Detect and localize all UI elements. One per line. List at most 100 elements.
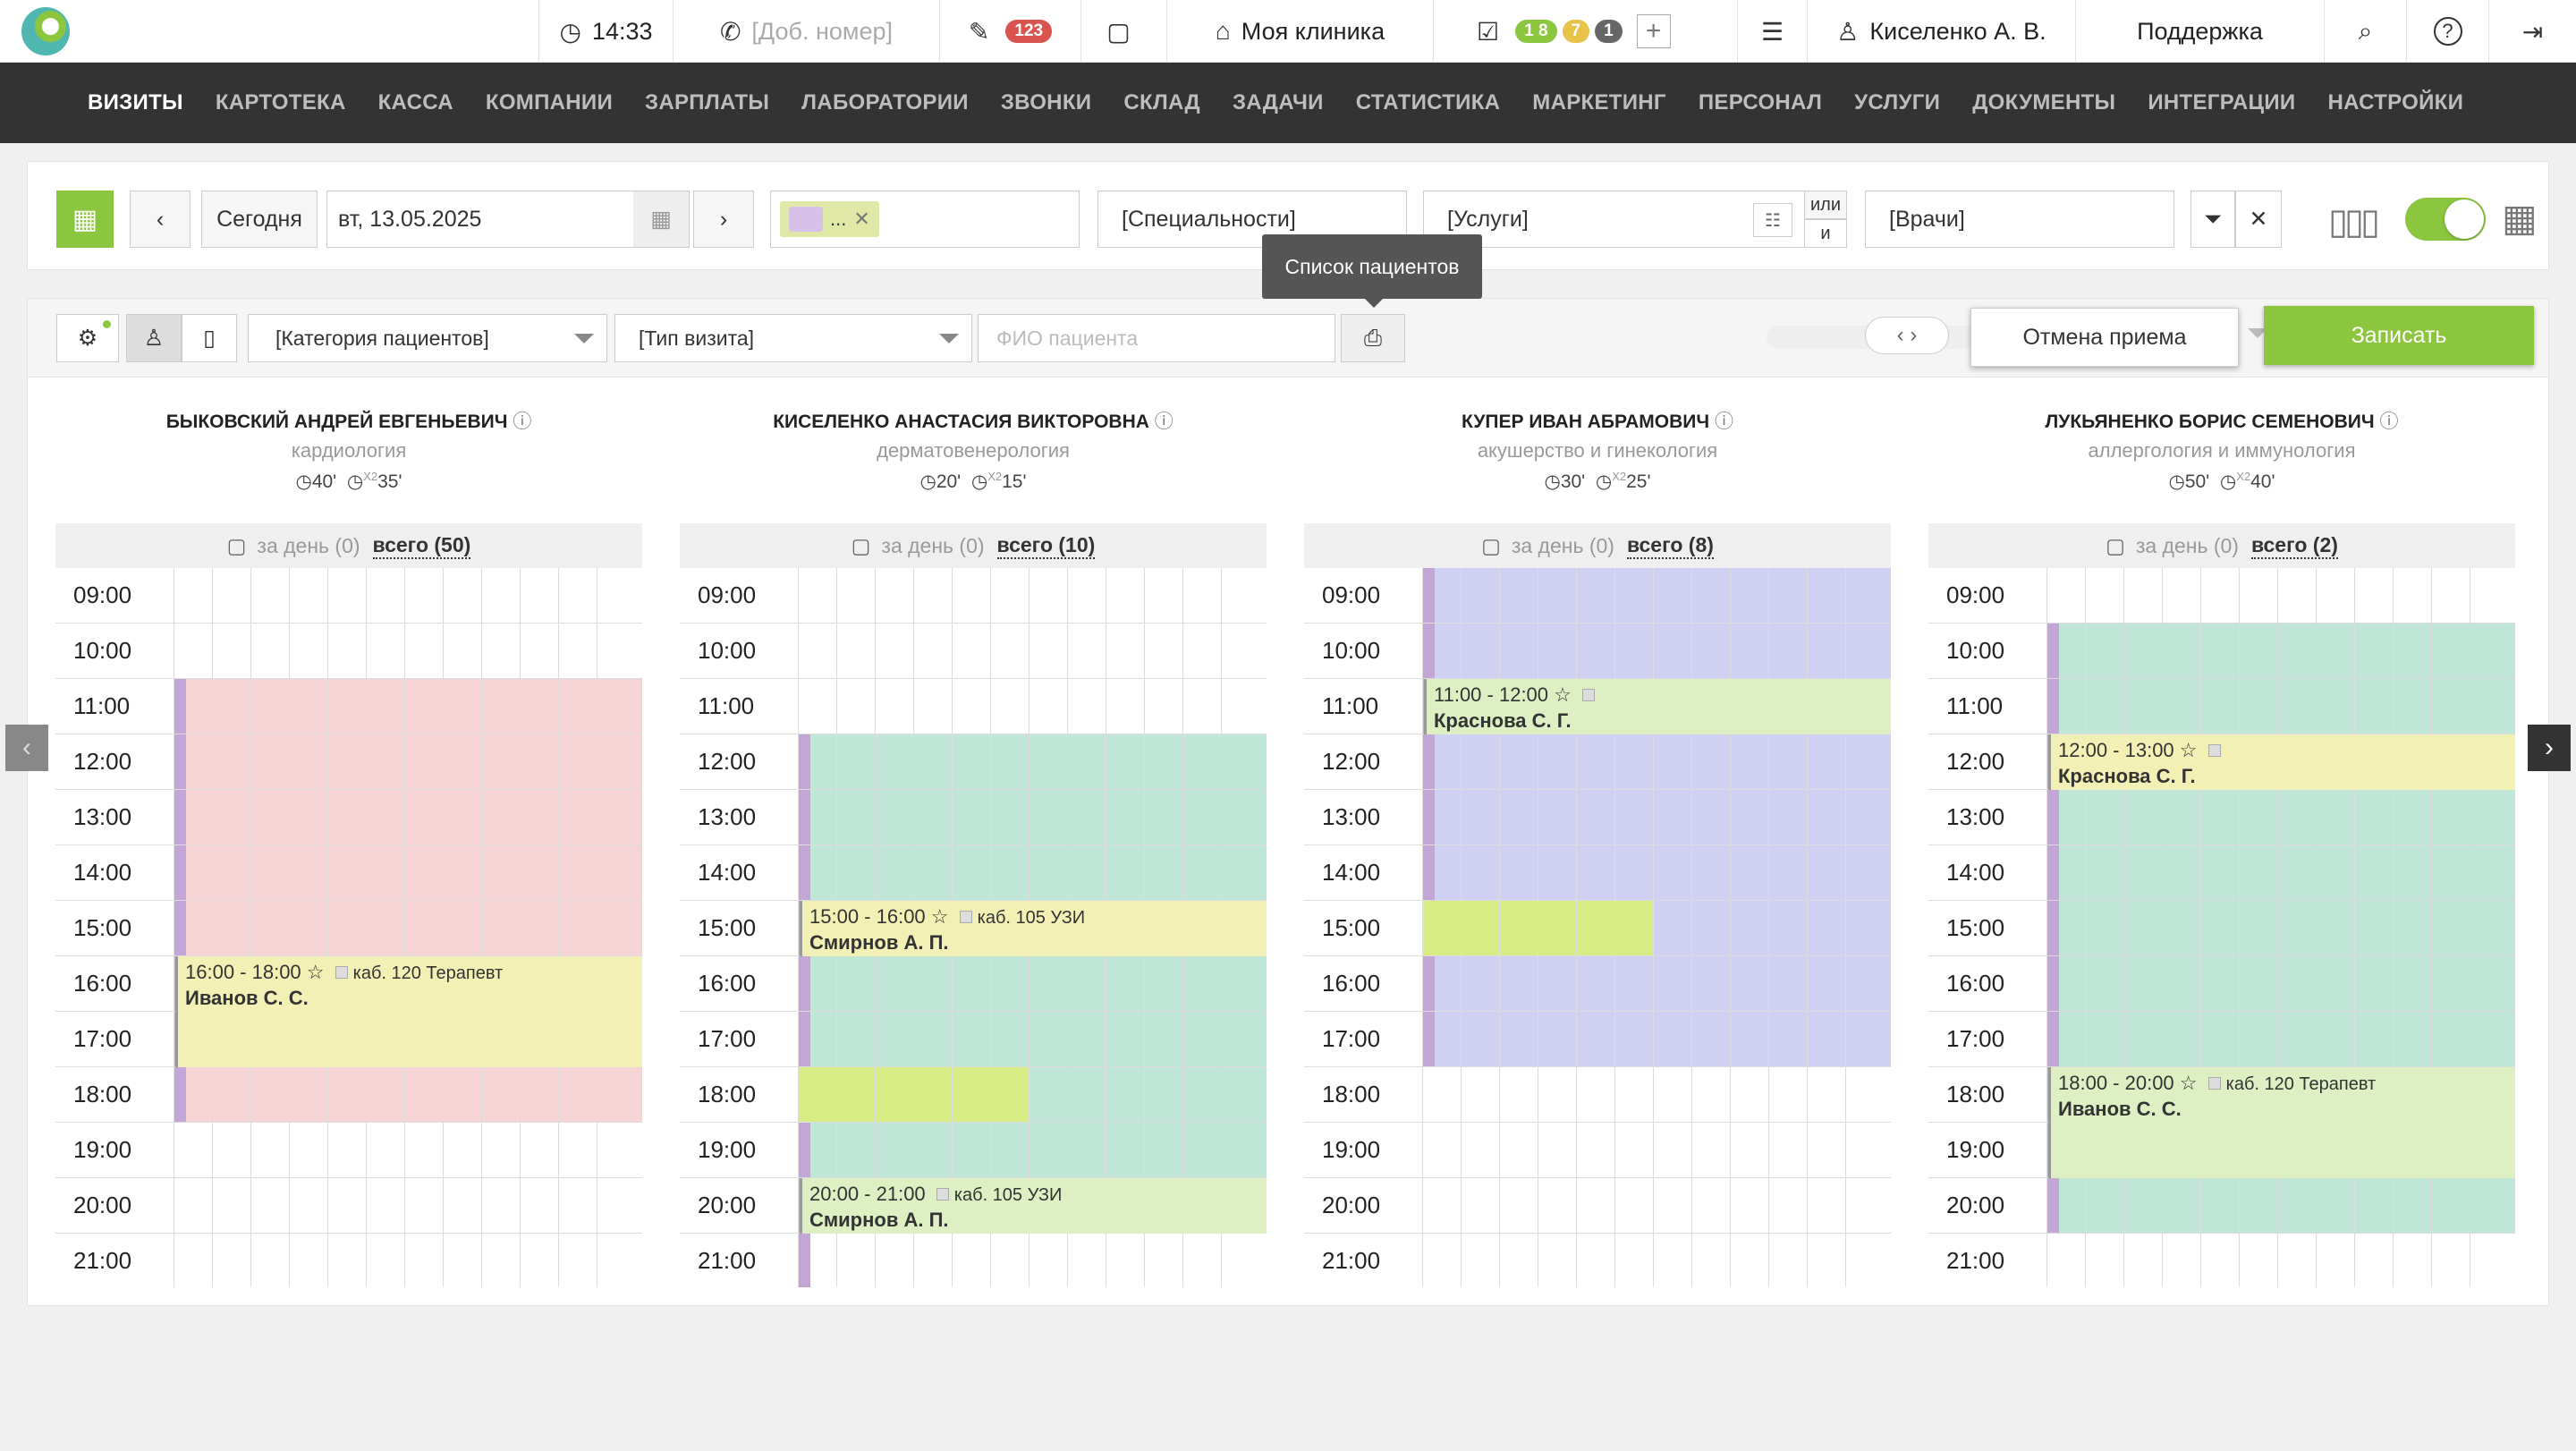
hour-row	[1304, 1067, 1891, 1123]
nav-cash[interactable]: КАССА	[377, 90, 453, 115]
list-button[interactable]: ☰	[1737, 0, 1807, 63]
nav-tasks[interactable]: ЗАДАЧИ	[1232, 90, 1324, 115]
appointment-card[interactable]: 12:00 - 13:00 ☆ Краснова С. Г.	[2048, 734, 2515, 790]
doctor-name[interactable]: БЫКОВСКИЙ АНДРЕЙ ЕВГЕНЬЕВИЧ ⓘ	[165, 412, 532, 432]
date-picker-icon[interactable]: ▦	[633, 191, 689, 247]
tasks-widget[interactable]: ☑ 1 8 7 1 +	[1433, 0, 1737, 63]
add-task-button[interactable]: +	[1636, 14, 1671, 48]
nav-warehouse[interactable]: СКЛАД	[1123, 90, 1200, 115]
nav-labs[interactable]: ЛАБОРАТОРИИ	[801, 90, 969, 115]
services-select[interactable]: [Услуги] ☷	[1423, 191, 1809, 248]
scroll-right-button[interactable]: ›	[2528, 725, 2571, 771]
appointment-card[interactable]: 11:00 - 12:00 ☆ Краснова С. Г.	[1424, 679, 1891, 734]
today-button[interactable]: Сегодня	[201, 191, 318, 248]
calendar-mode-icon[interactable]: ▦	[2502, 197, 2538, 239]
view-toggle[interactable]	[2405, 198, 2486, 241]
hour-row	[1928, 956, 2515, 1012]
note-icon[interactable]: ▢	[2106, 533, 2125, 557]
info-icon[interactable]: ⓘ	[1154, 412, 1174, 432]
notes-button[interactable]: ✎ 123	[939, 0, 1080, 63]
cancel-appointment-button[interactable]: Отмена приема	[1970, 308, 2239, 367]
time-grid[interactable]: 09:00 10:00 11:00 12:00 13:00 14:00 15:00 16:00…	[55, 568, 642, 1287]
availability-block[interactable]	[1422, 568, 1891, 1067]
appointment-card[interactable]: 16:00 - 18:00 ☆ каб. 120 Терапевт Иванов …	[175, 956, 642, 1067]
next-day-button[interactable]: ›	[693, 191, 754, 248]
tag-chip[interactable]: ... ✕	[780, 201, 879, 237]
clear-filter-button[interactable]: ✕	[2235, 191, 2282, 248]
or-toggle[interactable]: или	[1804, 191, 1847, 219]
services-list-icon[interactable]: ☷	[1753, 203, 1792, 237]
scroll-left-button[interactable]: ‹	[5, 725, 48, 771]
doctor-name[interactable]: ЛУКЬЯНЕНКО БОРИС СЕМЕНОВИЧ ⓘ	[2045, 412, 2399, 432]
columns-view-icon[interactable]: ▯▯▯	[2328, 202, 2380, 242]
appointment-card[interactable]: 20:00 - 21:00 каб. 105 УЗИ Смирнов А. П.	[800, 1178, 1267, 1234]
hour-row	[1304, 1178, 1891, 1234]
hour-row	[680, 790, 1267, 845]
nav-marketing[interactable]: МАРКЕТИНГ	[1532, 90, 1666, 115]
total-visits-link[interactable]: всего (50)	[372, 533, 471, 559]
nav-statistics[interactable]: СТАТИСТИКА	[1355, 90, 1501, 115]
zoom-slider-track[interactable]: ‹ ›	[1767, 317, 1981, 354]
patient-category-select[interactable]: [Категория пациентов]	[248, 314, 607, 362]
note-icon[interactable]: ▢	[1481, 533, 1501, 557]
doctors-select[interactable]: [Врачи]	[1865, 191, 2174, 248]
visit-type-select[interactable]: [Тип визита]	[614, 314, 972, 362]
logout-button[interactable]: ⇥	[2488, 0, 2576, 63]
note-icon[interactable]: ▢	[226, 533, 247, 557]
nav-documents[interactable]: ДОКУМЕНТЫ	[1972, 90, 2116, 115]
availability-block[interactable]	[798, 734, 1267, 1234]
hour-row	[1304, 568, 1891, 624]
info-icon[interactable]: ⓘ	[2379, 412, 2399, 432]
person-view-button[interactable]: ♙	[126, 314, 182, 362]
app-logo[interactable]	[21, 7, 70, 55]
patient-search-input[interactable]: ФИО пациента	[978, 314, 1335, 362]
phone-extension[interactable]: ✆ [Доб. номер]	[673, 0, 939, 63]
prev-day-button[interactable]: ‹	[130, 191, 191, 248]
and-toggle[interactable]: и	[1804, 219, 1847, 248]
date-field[interactable]: вт, 13.05.2025 ▦	[326, 191, 690, 248]
nav-integrations[interactable]: ИНТЕГРАЦИИ	[2148, 90, 2296, 115]
time-grid[interactable]: 09:00 10:00 11:00 12:00 13:00 14:00 15:00 16:00…	[680, 568, 1267, 1287]
calendar-view-button[interactable]: ▦	[56, 191, 114, 248]
cancel-dropdown-icon[interactable]	[2248, 328, 2267, 338]
support-link[interactable]: Поддержка	[2075, 0, 2324, 63]
settings-button[interactable]: ⚙	[56, 314, 119, 362]
info-icon[interactable]: ⓘ	[1715, 412, 1733, 432]
help-button[interactable]: ?	[2406, 0, 2488, 63]
patient-list-button[interactable]: ⎙	[1341, 314, 1405, 362]
sticky-note-button[interactable]: ▢	[1080, 0, 1166, 63]
doctor-name[interactable]: КИСЕЛЕНКО АНАСТАСИЯ ВИКТОРОВНА ⓘ	[773, 412, 1174, 432]
total-visits-link[interactable]: всего (2)	[2250, 533, 2338, 559]
tag-filter[interactable]: ... ✕	[770, 191, 1080, 248]
nav-visits[interactable]: ВИЗИТЫ	[88, 90, 183, 115]
total-visits-link[interactable]: всего (10)	[996, 533, 1096, 559]
info-icon[interactable]: ⓘ	[513, 412, 532, 432]
hour-row	[680, 734, 1267, 790]
filter-button[interactable]: ⏷	[2190, 191, 2235, 248]
status-square-icon	[959, 911, 972, 923]
time-grid[interactable]: 09:00 10:00 11:00 12:00 13:00 14:00 15:00 16:00…	[1928, 568, 2515, 1287]
toggle-knob	[2445, 199, 2484, 239]
total-visits-link[interactable]: всего (8)	[1626, 533, 1714, 559]
device-view-button[interactable]: ▯	[182, 314, 237, 362]
nav-calls[interactable]: ЗВОНКИ	[1000, 90, 1092, 115]
nav-settings[interactable]: НАСТРОЙКИ	[2327, 90, 2464, 115]
book-button[interactable]: Записать	[2264, 306, 2534, 365]
appointment-card[interactable]: 15:00 - 16:00 ☆ каб. 105 УЗИ Смирнов А. П…	[800, 901, 1267, 956]
zoom-slider-handle[interactable]: ‹ ›	[1865, 317, 1949, 354]
grid-line	[2200, 568, 2201, 1287]
clinic-selector[interactable]: ⌂ Моя клиника	[1166, 0, 1433, 63]
hour-row	[680, 1012, 1267, 1067]
note-icon[interactable]: ▢	[851, 533, 871, 557]
user-menu[interactable]: ♙ Киселенко А. В.	[1807, 0, 2075, 63]
appointment-card[interactable]: 18:00 - 20:00 ☆ каб. 120 Терапевт Иванов …	[2048, 1067, 2515, 1178]
time-grid[interactable]: 09:00 10:00 11:00 12:00 13:00 14:00 15:00 16:00…	[1304, 568, 1891, 1287]
nav-companies[interactable]: КОМПАНИИ	[485, 90, 613, 115]
nav-cards[interactable]: КАРТОТЕКА	[215, 90, 346, 115]
nav-services[interactable]: УСЛУГИ	[1854, 90, 1941, 115]
nav-staff[interactable]: ПЕРСОНАЛ	[1698, 90, 1823, 115]
nav-salaries[interactable]: ЗАРПЛАТЫ	[645, 90, 770, 115]
remove-tag-icon[interactable]: ✕	[853, 208, 870, 230]
search-button[interactable]: ⌕	[2324, 0, 2406, 63]
doctor-name[interactable]: КУПЕР ИВАН АБРАМОВИЧ ⓘ	[1462, 412, 1733, 432]
